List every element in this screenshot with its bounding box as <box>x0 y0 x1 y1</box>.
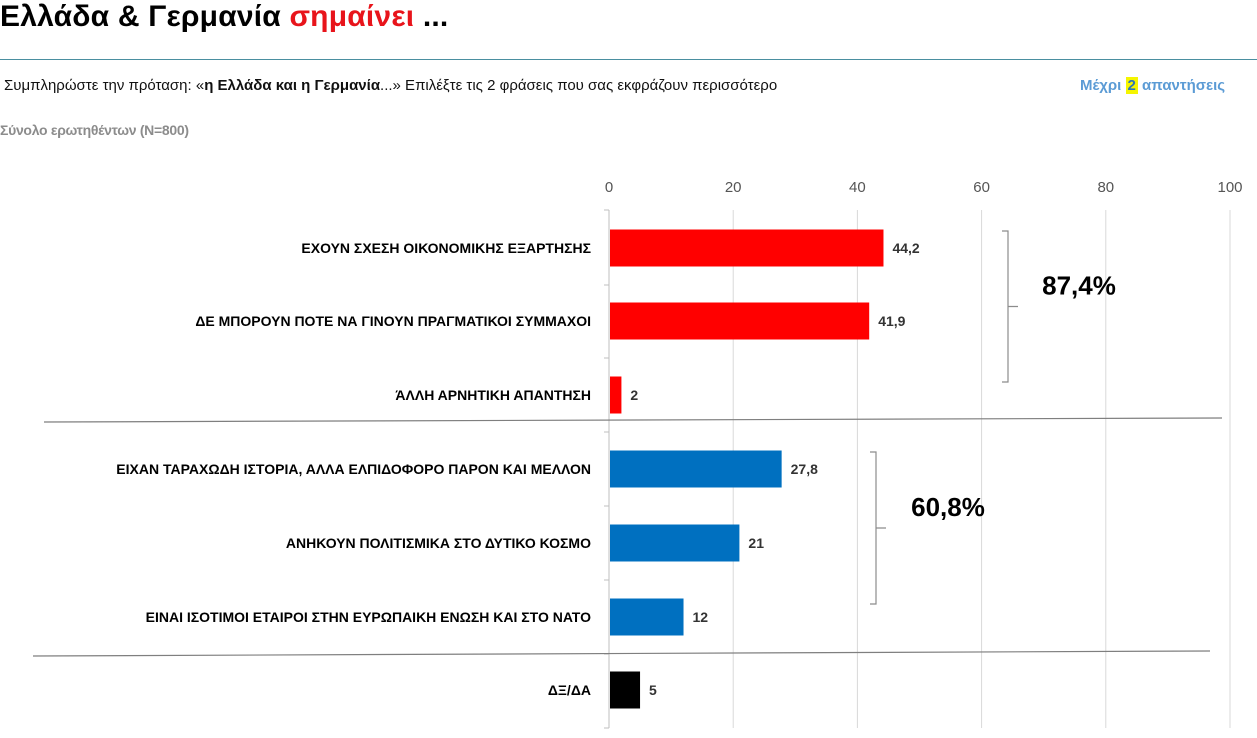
bar <box>610 229 884 267</box>
data-label: 27,8 <box>791 461 818 477</box>
category-label: ΔΕ ΜΠΟΡΟΥΝ ΠΟΤΕ ΝΑ ΓΙΝΟΥΝ ΠΡΑΓΜΑΤΙΚΟΙ ΣΥ… <box>195 313 591 329</box>
data-label: 41,9 <box>878 313 905 329</box>
category-label: ΑΝΗΚΟΥΝ ΠΟΛΙΤΙΣΜΙΚΑ ΣΤΟ ΔΥΤΙΚΟ ΚΟΣΜΟ <box>286 535 591 551</box>
group-bracket <box>1002 230 1018 383</box>
group-total-label: 60,8% <box>911 492 985 522</box>
data-label: 21 <box>748 535 764 551</box>
group-separator <box>32 650 1211 657</box>
category-label: ΕΙΧΑΝ ΤΑΡΑΧΩΔΗ ΙΣΤΟΡΙΑ, ΑΛΛΑ ΕΛΠΙΔΟΦΟΡΟ … <box>116 461 591 477</box>
max-answers-note: Μέχρι 2 απαντήσεις <box>1080 77 1225 94</box>
data-label: 5 <box>649 682 657 698</box>
page-title: Ελλάδα & Γερμανία σημαίνει ... <box>0 0 448 34</box>
category-label: ΆΛΛΗ ΑΡΝΗΤΙΚΗ ΑΠΑΝΤΗΣΗ <box>395 387 591 403</box>
x-tick-label: 20 <box>725 179 742 196</box>
category-label: ΕΧΟΥΝ ΣΧΕΣΗ ΟΙΚΟΝΟΜΙΚΗΣ ΕΞΑΡΤΗΣΗΣ <box>301 240 591 256</box>
x-tick-label: 100 <box>1217 179 1242 196</box>
title-highlight: σημαίνει <box>289 0 415 33</box>
category-label: ΔΞ/ΔΑ <box>548 682 591 698</box>
title-tail: ... <box>414 0 449 33</box>
question-text: Συμπληρώστε την πρόταση: «η Ελλάδα και η… <box>4 77 777 94</box>
bar <box>610 450 782 488</box>
bar <box>610 524 740 562</box>
category-label: ΕΙΝΑΙ ΙΣΟΤΙΜΟΙ ΕΤΑΙΡΟΙ ΣΤΗΝ ΕΥΡΩΠΑΙΚΗ ΕΝ… <box>146 609 591 625</box>
question-bold: η Ελλάδα και η Γερμανία <box>204 77 381 94</box>
data-label: 44,2 <box>892 240 919 256</box>
title-main: Ελλάδα & Γερμανία <box>0 0 290 33</box>
sample-base-note: Σύνολο ερωτηθέντων (N=800) <box>0 122 189 138</box>
group-bracket <box>870 451 886 605</box>
bar <box>610 376 622 414</box>
answers-prefix: Μέχρι <box>1080 77 1126 94</box>
bar <box>610 302 870 340</box>
data-label: 12 <box>693 609 709 625</box>
group-total-label: 87,4% <box>1042 271 1116 301</box>
question-prefix: Συμπληρώστε την πρόταση: « <box>4 77 205 94</box>
group-separator <box>43 417 1223 423</box>
data-label: 2 <box>630 387 638 403</box>
bar <box>610 598 684 636</box>
x-tick-label: 80 <box>1097 179 1114 196</box>
x-tick-label: 40 <box>849 179 866 196</box>
x-tick-label: 0 <box>605 179 613 196</box>
answers-count: 2 <box>1125 77 1138 94</box>
answers-suffix: απαντήσεις <box>1137 77 1226 94</box>
bar <box>610 671 641 709</box>
x-tick-label: 60 <box>973 179 990 196</box>
question-suffix: ...» Επιλέξτε τις 2 φράσεις που σας εκφρ… <box>380 77 778 94</box>
title-divider <box>0 59 1257 60</box>
